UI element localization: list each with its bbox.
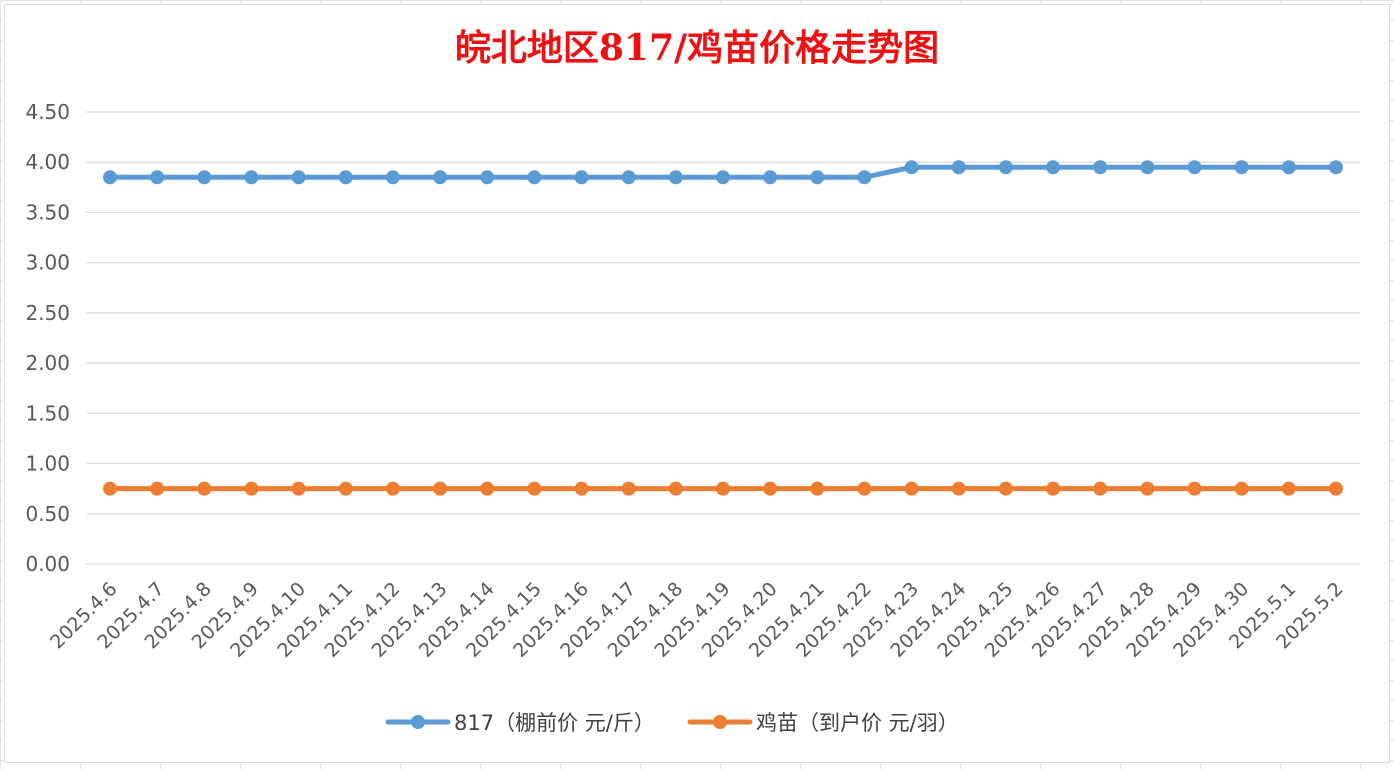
- data-point[interactable]: [621, 481, 636, 496]
- y-tick-label: 1.50: [25, 401, 70, 425]
- data-point[interactable]: [291, 481, 306, 496]
- data-point[interactable]: [857, 170, 872, 185]
- series-lines: [103, 160, 1343, 496]
- y-tick-label: 2.00: [25, 351, 70, 375]
- data-point[interactable]: [668, 170, 683, 185]
- data-point[interactable]: [1234, 160, 1249, 175]
- legend-dot-marker: [713, 715, 727, 729]
- legend-item[interactable]: 817（棚前价 元/斤）: [385, 711, 655, 735]
- data-point[interactable]: [291, 170, 306, 185]
- data-point[interactable]: [244, 170, 259, 185]
- data-point[interactable]: [574, 481, 589, 496]
- data-point[interactable]: [150, 481, 165, 496]
- data-point[interactable]: [951, 481, 966, 496]
- data-point[interactable]: [244, 481, 259, 496]
- y-tick-label: 0.50: [25, 502, 70, 526]
- data-point[interactable]: [1329, 481, 1343, 496]
- data-point[interactable]: [1187, 481, 1202, 496]
- data-point[interactable]: [1329, 160, 1343, 175]
- data-point[interactable]: [385, 481, 400, 496]
- data-point[interactable]: [338, 481, 353, 496]
- data-point[interactable]: [951, 160, 966, 175]
- legend-label: 817（棚前价 元/斤）: [454, 711, 655, 735]
- data-point[interactable]: [1281, 160, 1296, 175]
- legend-label: 鸡苗（到户价 元/羽）: [756, 711, 959, 735]
- data-point[interactable]: [103, 170, 117, 185]
- data-point[interactable]: [904, 160, 919, 175]
- data-point[interactable]: [480, 481, 495, 496]
- data-point[interactable]: [810, 170, 825, 185]
- legend: 817（棚前价 元/斤） 鸡苗（到户价 元/羽）: [385, 711, 959, 735]
- data-point[interactable]: [668, 481, 683, 496]
- data-point[interactable]: [338, 170, 353, 185]
- data-point[interactable]: [763, 170, 778, 185]
- legend-dot-marker: [411, 715, 425, 729]
- data-point[interactable]: [197, 481, 212, 496]
- data-point[interactable]: [716, 481, 730, 496]
- data-point[interactable]: [480, 170, 495, 185]
- data-point[interactable]: [527, 481, 542, 496]
- data-point[interactable]: [433, 481, 448, 496]
- data-point[interactable]: [1093, 160, 1108, 175]
- data-point[interactable]: [998, 481, 1013, 496]
- data-point[interactable]: [103, 481, 117, 496]
- chart-title: 皖北地区817/鸡苗价格走势图: [455, 27, 939, 69]
- data-point[interactable]: [1234, 481, 1249, 496]
- y-tick-label: 1.00: [25, 452, 70, 476]
- x-axis-tick-labels: 2025.4.62025.4.72025.4.82025.4.92025.4.1…: [46, 578, 1347, 662]
- data-point[interactable]: [621, 170, 636, 185]
- data-point[interactable]: [385, 170, 400, 185]
- data-point[interactable]: [857, 481, 872, 496]
- chart-area[interactable]: [4, 4, 1390, 763]
- data-point[interactable]: [716, 170, 730, 185]
- data-point[interactable]: [1046, 481, 1061, 496]
- data-point[interactable]: [1046, 160, 1061, 175]
- series-2: [103, 481, 1343, 496]
- data-point[interactable]: [197, 170, 212, 185]
- data-point[interactable]: [1281, 481, 1296, 496]
- y-tick-label: 3.00: [25, 251, 70, 275]
- data-point[interactable]: [433, 170, 448, 185]
- data-point[interactable]: [1093, 481, 1108, 496]
- data-point[interactable]: [150, 170, 165, 185]
- data-point[interactable]: [904, 481, 919, 496]
- y-tick-label: 2.50: [25, 301, 70, 325]
- y-tick-label: 4.00: [25, 150, 70, 174]
- y-tick-label: 0.00: [25, 552, 70, 576]
- data-point[interactable]: [1187, 160, 1202, 175]
- data-point[interactable]: [574, 170, 589, 185]
- y-tick-label: 3.50: [25, 200, 70, 224]
- data-point[interactable]: [763, 481, 778, 496]
- gridlines: [86, 111, 1360, 565]
- data-point[interactable]: [810, 481, 825, 496]
- y-axis-tick-labels: 0.00 0.50 1.00 1.50 2.00 2.50 3.00 3.50 4.00 4.50: [25, 100, 70, 576]
- data-point[interactable]: [1140, 160, 1155, 175]
- legend-item[interactable]: 鸡苗（到户价 元/羽）: [687, 711, 959, 735]
- data-point[interactable]: [998, 160, 1013, 175]
- y-tick-label: 4.50: [25, 100, 70, 124]
- data-point[interactable]: [527, 170, 542, 185]
- series-1: [103, 160, 1343, 185]
- data-point[interactable]: [1140, 481, 1155, 496]
